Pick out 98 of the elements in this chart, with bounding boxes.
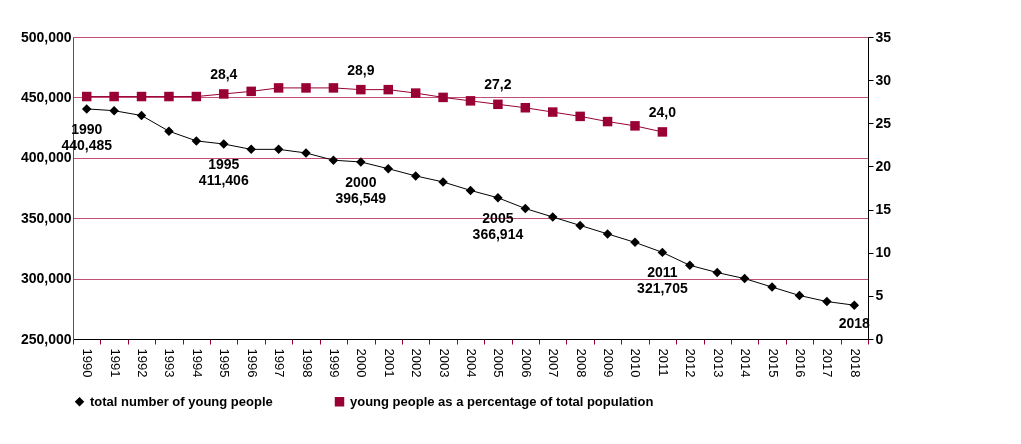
point [301, 83, 311, 93]
point [548, 107, 558, 117]
point [712, 267, 722, 278]
y2-tick-label: 25 [875, 114, 892, 131]
point [246, 86, 256, 97]
point [602, 116, 613, 127]
y2-tick-label: 15 [875, 201, 892, 218]
x-tick-label: 1996 [244, 348, 260, 378]
y-tick-label: 450,000 [20, 88, 72, 105]
legend-label: total number of young people [90, 393, 273, 409]
y-tick-label: 250,000 [20, 330, 72, 347]
x-tick-label: 1994 [189, 348, 205, 378]
point [136, 91, 147, 102]
y-tick-label: 300,000 [20, 270, 72, 287]
x-tick-label: 2017 [820, 348, 836, 378]
point [246, 144, 256, 155]
y2-tick-label: 20 [875, 157, 892, 174]
x-tick-label: 1990 [80, 348, 96, 378]
point [794, 290, 805, 301]
y2-tick-label: 35 [875, 28, 892, 45]
y-tick-label: 500,000 [20, 28, 72, 45]
point [164, 91, 174, 102]
x-tick-label: 2011 [655, 348, 671, 377]
point [520, 203, 531, 214]
x-tick-label: 2000 [354, 348, 370, 378]
point [657, 127, 668, 137]
point [328, 83, 339, 93]
point [465, 185, 476, 196]
point [219, 89, 229, 99]
point [410, 171, 421, 181]
point [191, 136, 202, 146]
point [493, 193, 503, 203]
x-tick-label: 1999 [326, 348, 342, 378]
x-tick-label: 2018 [847, 348, 863, 378]
y2-tick-label: 30 [875, 71, 892, 88]
x-tick-label: 2007 [546, 348, 562, 378]
point [81, 91, 92, 102]
point [273, 83, 284, 93]
x-tick-label: 1993 [162, 348, 178, 378]
x-tick-label: 2012 [683, 348, 699, 378]
x-tick-label: 1995 [217, 348, 233, 378]
y2-tick-label: 10 [875, 244, 892, 261]
y2-tick-label: 0 [875, 330, 884, 347]
x-tick-label: 2016 [792, 348, 808, 378]
point [356, 84, 366, 95]
data-label: 2011 321,705 [637, 264, 688, 297]
point [465, 96, 476, 106]
point [630, 121, 640, 131]
y-tick-label: 400,000 [20, 149, 72, 166]
y2-tick-label: 5 [875, 287, 884, 304]
x-tick-label: 2014 [738, 348, 754, 378]
point [438, 92, 448, 103]
x-tick-label: 1998 [299, 348, 315, 378]
point [739, 273, 750, 284]
point [273, 144, 284, 155]
point [136, 110, 147, 121]
x-tick-label: 1991 [107, 348, 123, 378]
x-tick-label: 1992 [135, 348, 151, 378]
point [822, 296, 832, 307]
data-label: 24,0 [648, 103, 677, 120]
x-tick-label: 2004 [464, 348, 479, 378]
x-tick-label: 2003 [436, 348, 452, 378]
x-tick-label: 2002 [409, 348, 425, 378]
point [849, 300, 860, 310]
point [685, 260, 695, 271]
x-tick-label: 2001 [381, 348, 397, 378]
point [575, 220, 585, 231]
point [520, 103, 531, 113]
point [657, 247, 668, 258]
x-tick-label: 2015 [765, 348, 781, 378]
point [109, 91, 119, 102]
x-tick-label: 2006 [518, 348, 534, 378]
data-label: 2000 396,549 [335, 173, 387, 206]
x-tick-label: 2005 [491, 348, 507, 378]
point [410, 88, 421, 98]
data-label: 28,9 [347, 61, 375, 78]
point [630, 237, 640, 248]
point [81, 104, 92, 114]
legend-label: young people as a percentage of total population [350, 393, 654, 409]
point [164, 126, 174, 136]
x-tick-label: 2009 [601, 348, 617, 378]
x-tick-label: 1997 [272, 348, 288, 378]
point [328, 155, 339, 165]
y-tick-label: 350,000 [20, 209, 72, 226]
data-label: 28,4 [210, 65, 238, 82]
point [383, 163, 393, 174]
point [191, 91, 202, 102]
x-tick-label: 2008 [573, 348, 589, 378]
x-tick-label: 2013 [710, 348, 726, 378]
data-label: 1995 411,406 [198, 156, 249, 189]
data-label: 27,2 [484, 76, 512, 93]
point [493, 99, 503, 110]
point [548, 212, 558, 222]
x-tick-label: 2010 [628, 348, 644, 378]
point [109, 105, 119, 116]
point [602, 229, 613, 239]
point [575, 111, 585, 122]
point [383, 84, 393, 95]
